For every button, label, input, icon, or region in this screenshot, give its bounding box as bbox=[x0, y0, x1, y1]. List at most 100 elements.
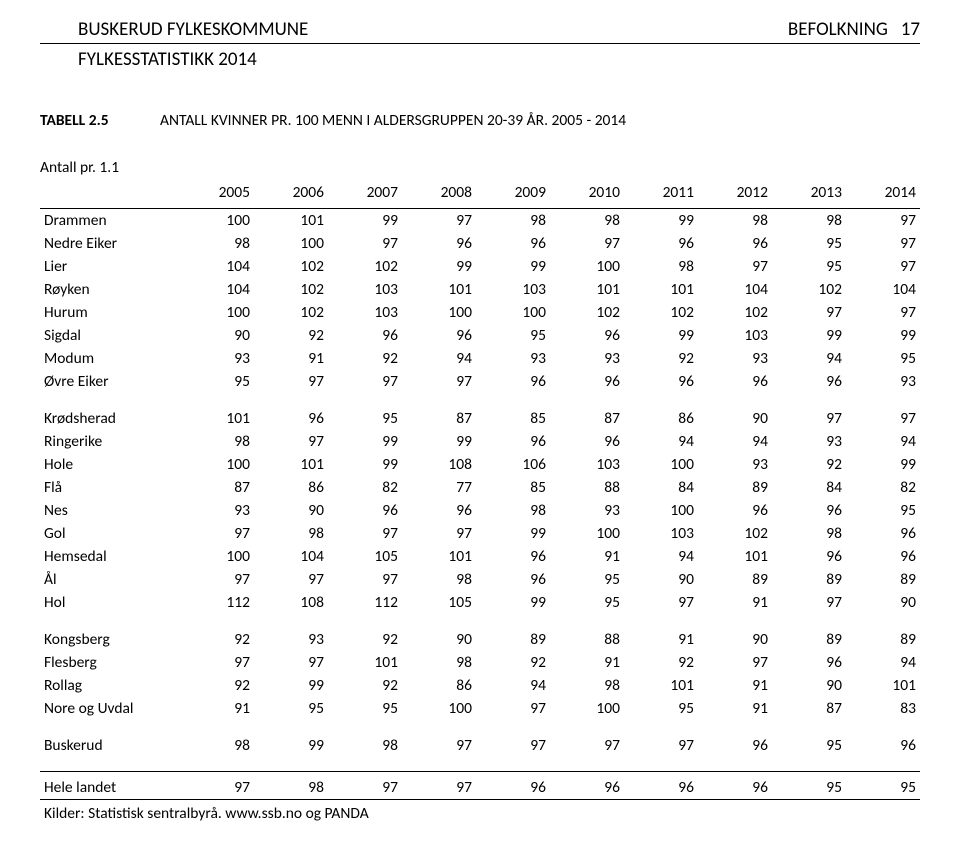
data-cell: 96 bbox=[550, 430, 624, 453]
data-cell: 85 bbox=[476, 407, 550, 430]
data-cell: 104 bbox=[254, 545, 328, 568]
data-cell: 98 bbox=[402, 651, 476, 674]
data-cell: 100 bbox=[180, 545, 254, 568]
data-cell: 94 bbox=[772, 347, 846, 370]
data-cell: 106 bbox=[476, 453, 550, 476]
table-row: Hele landet97989797969696969595 bbox=[40, 771, 920, 799]
data-cell: 112 bbox=[180, 591, 254, 614]
data-cell: 96 bbox=[698, 232, 772, 255]
data-cell: 96 bbox=[772, 545, 846, 568]
data-cell: 89 bbox=[698, 476, 772, 499]
data-cell: 98 bbox=[180, 734, 254, 757]
data-cell: 108 bbox=[254, 591, 328, 614]
data-cell: 88 bbox=[550, 628, 624, 651]
data-cell: 96 bbox=[624, 370, 698, 393]
data-cell: 96 bbox=[772, 499, 846, 522]
header-org: BUSKERUD FYLKESKOMMUNE bbox=[40, 18, 308, 41]
data-cell: 91 bbox=[254, 347, 328, 370]
row-label: Ål bbox=[40, 568, 180, 591]
data-cell: 96 bbox=[476, 568, 550, 591]
data-cell: 97 bbox=[846, 232, 920, 255]
table-row: Hemsedal1001041051019691941019696 bbox=[40, 545, 920, 568]
data-cell: 97 bbox=[254, 651, 328, 674]
data-cell: 102 bbox=[550, 301, 624, 324]
data-cell: 88 bbox=[550, 476, 624, 499]
col-header-year: 2011 bbox=[624, 181, 698, 209]
data-cell: 98 bbox=[254, 771, 328, 799]
data-cell: 94 bbox=[624, 430, 698, 453]
col-header-year: 2010 bbox=[550, 181, 624, 209]
data-cell: 89 bbox=[772, 568, 846, 591]
data-cell: 103 bbox=[550, 453, 624, 476]
table-row: Kongsberg92939290898891908989 bbox=[40, 628, 920, 651]
data-cell: 92 bbox=[254, 324, 328, 347]
data-cell: 97 bbox=[180, 522, 254, 545]
data-cell: 100 bbox=[402, 301, 476, 324]
data-cell: 97 bbox=[624, 734, 698, 757]
data-cell: 94 bbox=[476, 674, 550, 697]
col-header-year: 2006 bbox=[254, 181, 328, 209]
source-text: Kilder: Statistisk sentralbyrå. www.ssb.… bbox=[40, 799, 920, 825]
row-label: Modum bbox=[40, 347, 180, 370]
data-cell: 99 bbox=[476, 591, 550, 614]
header-sub: FYLKESSTATISTIKK 2014 bbox=[40, 48, 920, 71]
data-cell: 93 bbox=[846, 370, 920, 393]
data-cell: 95 bbox=[846, 499, 920, 522]
data-cell: 96 bbox=[846, 545, 920, 568]
data-cell: 91 bbox=[698, 591, 772, 614]
data-cell: 102 bbox=[624, 301, 698, 324]
data-cell: 97 bbox=[402, 209, 476, 233]
data-cell: 98 bbox=[772, 209, 846, 233]
table-row: Nore og Uvdal9195951009710095918783 bbox=[40, 697, 920, 720]
data-cell: 97 bbox=[772, 301, 846, 324]
data-cell: 99 bbox=[846, 324, 920, 347]
table-row: Øvre Eiker95979797969696969693 bbox=[40, 370, 920, 393]
data-cell: 99 bbox=[254, 674, 328, 697]
data-cell: 95 bbox=[846, 347, 920, 370]
data-cell: 92 bbox=[624, 651, 698, 674]
data-cell: 101 bbox=[698, 545, 772, 568]
data-cell: 77 bbox=[402, 476, 476, 499]
data-cell: 96 bbox=[698, 734, 772, 757]
data-cell: 100 bbox=[180, 209, 254, 233]
data-cell: 98 bbox=[698, 209, 772, 233]
data-cell: 99 bbox=[402, 430, 476, 453]
data-cell: 99 bbox=[328, 430, 402, 453]
data-cell: 97 bbox=[402, 370, 476, 393]
data-cell: 99 bbox=[254, 734, 328, 757]
data-cell: 92 bbox=[328, 628, 402, 651]
data-cell: 97 bbox=[180, 651, 254, 674]
data-cell: 100 bbox=[180, 301, 254, 324]
data-cell: 96 bbox=[772, 651, 846, 674]
data-cell: 97 bbox=[254, 430, 328, 453]
data-cell: 96 bbox=[476, 430, 550, 453]
row-label: Øvre Eiker bbox=[40, 370, 180, 393]
data-cell: 90 bbox=[698, 628, 772, 651]
col-header-year: 2007 bbox=[328, 181, 402, 209]
table-head: 2005200620072008200920102011201220132014 bbox=[40, 181, 920, 209]
data-cell: 93 bbox=[476, 347, 550, 370]
data-table: 2005200620072008200920102011201220132014… bbox=[40, 181, 920, 825]
data-cell: 97 bbox=[328, 771, 402, 799]
table-row: Rollag9299928694981019190101 bbox=[40, 674, 920, 697]
row-label: Nedre Eiker bbox=[40, 232, 180, 255]
data-cell: 97 bbox=[846, 407, 920, 430]
data-cell: 92 bbox=[328, 674, 402, 697]
data-cell: 96 bbox=[402, 232, 476, 255]
data-cell: 108 bbox=[402, 453, 476, 476]
row-label: Lier bbox=[40, 255, 180, 278]
data-cell: 112 bbox=[328, 591, 402, 614]
data-cell: 98 bbox=[476, 209, 550, 233]
data-cell: 101 bbox=[180, 407, 254, 430]
table-row: Hurum1001021031001001021021029797 bbox=[40, 301, 920, 324]
data-cell: 100 bbox=[476, 301, 550, 324]
page-header: BUSKERUD FYLKESKOMMUNE BEFOLKNING 17 bbox=[40, 18, 920, 44]
data-cell: 86 bbox=[624, 407, 698, 430]
row-label: Sigdal bbox=[40, 324, 180, 347]
data-cell: 103 bbox=[328, 278, 402, 301]
data-cell: 97 bbox=[328, 522, 402, 545]
data-cell: 96 bbox=[476, 370, 550, 393]
table-title-row: TABELL 2.5 ANTALL KVINNER PR. 100 MENN I… bbox=[40, 111, 920, 130]
data-cell: 84 bbox=[624, 476, 698, 499]
data-cell: 101 bbox=[254, 453, 328, 476]
